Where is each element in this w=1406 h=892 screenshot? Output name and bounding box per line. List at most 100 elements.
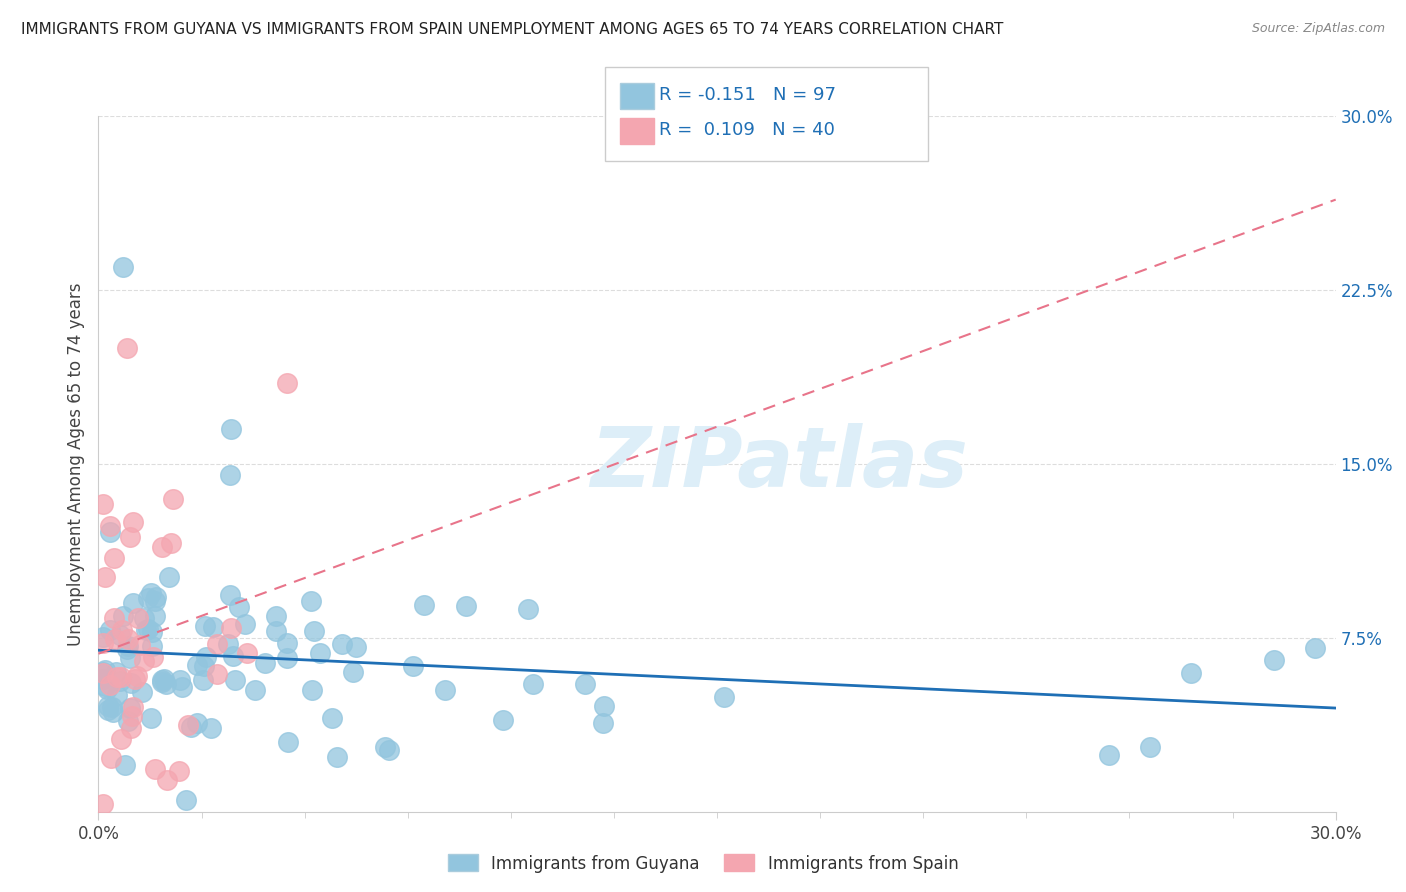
Point	[236, 646, 259, 660]
Point	[135, 623, 157, 637]
Point	[91, 797, 114, 811]
Point	[374, 740, 396, 755]
Point	[91, 665, 114, 680]
Point	[150, 540, 173, 554]
Point	[309, 646, 332, 660]
Point	[377, 743, 399, 757]
Point	[131, 685, 153, 699]
Text: Source: ZipAtlas.com: Source: ZipAtlas.com	[1251, 22, 1385, 36]
Point	[276, 635, 298, 649]
Point	[172, 680, 194, 694]
Point	[104, 632, 127, 646]
Point	[194, 649, 217, 664]
Point	[91, 673, 114, 687]
Point	[456, 599, 478, 614]
Point	[159, 570, 181, 584]
Point	[1098, 748, 1121, 763]
Point	[219, 468, 242, 483]
Point	[110, 670, 132, 684]
Point	[118, 530, 141, 544]
Point	[136, 591, 159, 606]
Point	[143, 594, 166, 608]
Point	[114, 758, 136, 772]
Point	[121, 515, 143, 529]
Point	[139, 711, 162, 725]
Point	[141, 639, 163, 653]
Point	[111, 623, 134, 637]
Point	[516, 601, 538, 615]
Point	[342, 665, 364, 679]
Text: R = -0.151   N = 97: R = -0.151 N = 97	[659, 87, 837, 104]
Point	[162, 491, 184, 506]
Point	[574, 677, 596, 691]
Point	[160, 535, 183, 549]
Point	[167, 764, 190, 778]
Y-axis label: Unemployment Among Ages 65 to 74 years: Unemployment Among Ages 65 to 74 years	[66, 282, 84, 646]
Point	[330, 636, 353, 650]
Point	[153, 672, 176, 686]
Point	[180, 720, 202, 734]
Point	[593, 698, 616, 713]
Point	[125, 669, 148, 683]
Point	[219, 422, 242, 436]
Point	[276, 376, 298, 390]
Point	[150, 675, 173, 690]
Point	[201, 620, 224, 634]
Point	[402, 659, 425, 673]
Point	[412, 598, 434, 612]
Point	[276, 651, 298, 665]
Point	[1139, 739, 1161, 754]
Point	[93, 630, 115, 644]
Point	[219, 588, 242, 602]
Text: R =  0.109   N = 40: R = 0.109 N = 40	[659, 121, 835, 139]
Point	[117, 632, 139, 646]
Point	[105, 689, 128, 703]
Point	[264, 608, 287, 623]
Point	[224, 673, 246, 688]
Point	[111, 609, 134, 624]
Point	[155, 677, 177, 691]
Point	[301, 683, 323, 698]
Point	[321, 711, 343, 725]
Point	[117, 639, 139, 653]
Point	[117, 714, 139, 728]
Point	[108, 673, 131, 688]
Point	[111, 260, 134, 274]
Point	[121, 709, 143, 723]
Point	[176, 793, 198, 807]
Point	[96, 681, 118, 696]
Point	[264, 624, 287, 638]
Point	[117, 642, 139, 657]
Point	[217, 637, 239, 651]
Point	[120, 675, 142, 690]
Point	[222, 649, 245, 664]
Point	[110, 732, 132, 747]
Point	[713, 690, 735, 705]
Point	[100, 751, 122, 765]
Point	[177, 718, 200, 732]
Point	[98, 623, 121, 637]
Point	[326, 750, 349, 764]
Point	[91, 635, 114, 649]
Point	[277, 735, 299, 749]
Point	[145, 591, 167, 605]
Point	[94, 569, 117, 583]
Point	[132, 654, 155, 668]
Point	[219, 621, 242, 635]
Point	[91, 497, 114, 511]
Point	[186, 658, 208, 673]
Text: IMMIGRANTS FROM GUYANA VS IMMIGRANTS FROM SPAIN UNEMPLOYMENT AMONG AGES 65 TO 74: IMMIGRANTS FROM GUYANA VS IMMIGRANTS FRO…	[21, 22, 1004, 37]
Point	[186, 716, 208, 731]
Point	[191, 673, 214, 688]
Point	[98, 678, 121, 692]
Point	[141, 624, 163, 639]
Point	[194, 619, 217, 633]
Point	[1180, 665, 1202, 680]
Point	[207, 667, 229, 681]
Point	[103, 550, 125, 565]
Point	[105, 670, 128, 684]
Point	[136, 622, 159, 636]
Point	[142, 650, 165, 665]
Point	[94, 663, 117, 677]
Point	[129, 638, 152, 652]
